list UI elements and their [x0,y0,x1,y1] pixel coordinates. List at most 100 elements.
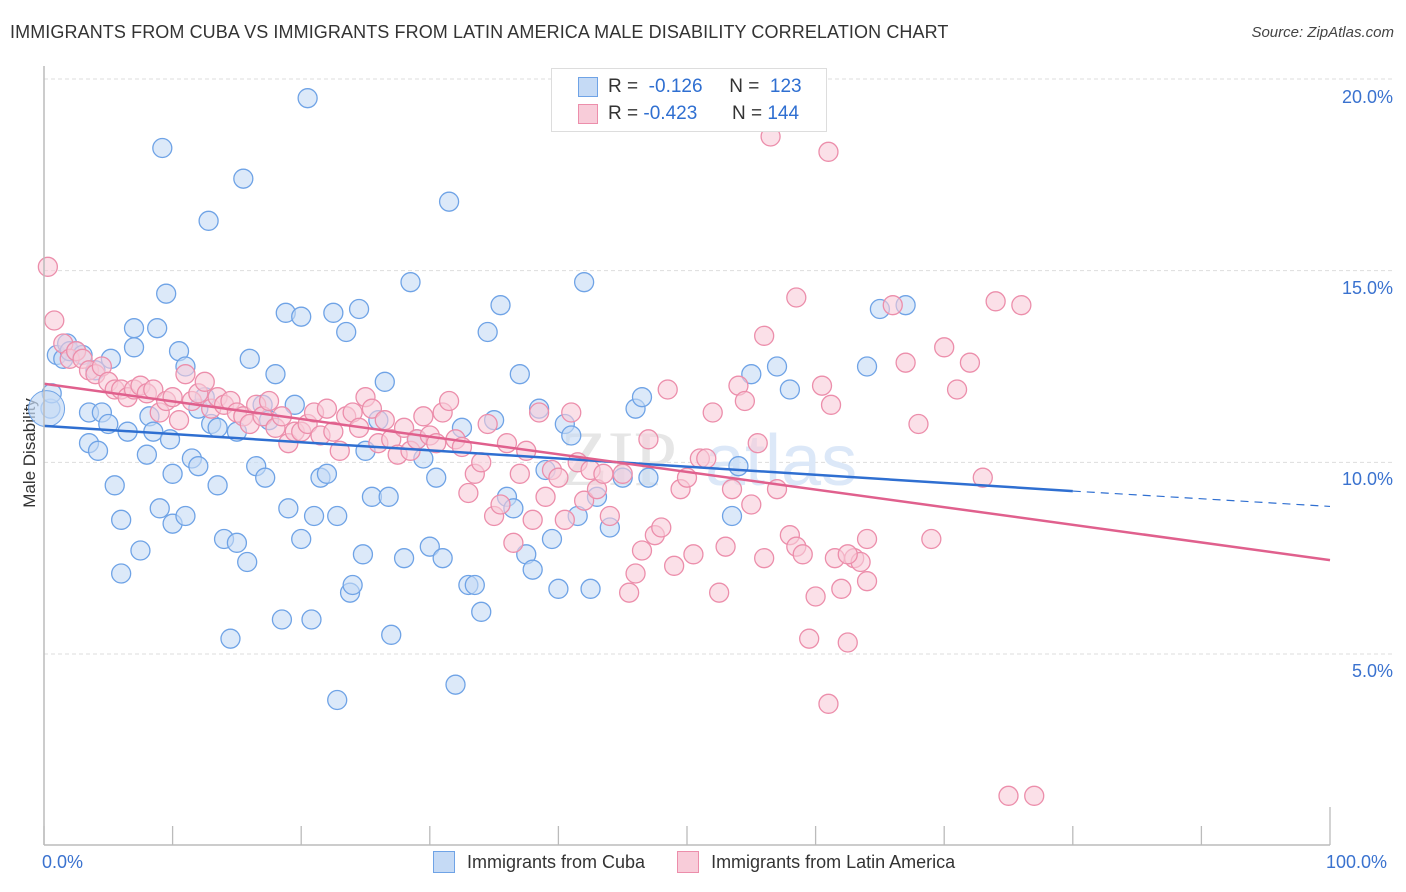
point-cuba [638,467,659,488]
point-cuba [297,88,318,109]
point-cuba [147,318,168,339]
point-latin-america [1011,295,1032,316]
point-cuba [728,456,749,477]
point-cuba [522,559,543,580]
point-latin-america [856,528,878,550]
point-cuba [237,551,258,573]
point-cuba [136,444,158,465]
point-cuba [400,272,421,293]
point-latin-america [959,352,981,373]
legend-item-latin-america[interactable]: Immigrants from Latin America [677,851,955,873]
r-label: R = [608,103,639,124]
point-latin-america [709,582,730,603]
r-value-latin-america: -0.423 [643,103,698,124]
y-tick-label-20: 20.0% [1341,87,1393,107]
axes [43,66,1331,846]
point-latin-america [831,578,852,599]
point-cuba [316,463,338,484]
point-cuba [239,348,260,369]
point-cuba [111,509,132,530]
point-cuba [111,563,132,584]
point-latin-america [625,563,646,584]
point-latin-america [1024,785,1045,806]
point-latin-america [786,287,807,308]
point-latin-america [921,528,942,550]
series-legend: Immigrants from Cuba Immigrants from Lat… [433,851,987,873]
point-cuba [327,689,348,711]
point-cuba [303,505,325,527]
point-cuba [130,540,151,561]
point-latin-america [374,410,395,431]
point-latin-america [882,295,903,316]
legend-row-latin-america: R = -0.423 N = 144 [578,101,799,127]
point-latin-america [741,494,762,515]
point-cuba [490,295,511,316]
stats-legend: R = -0.126 N = 123 R = -0.423 N = 144 [551,68,827,132]
trend-line-latin-america [43,382,1331,562]
point-latin-america [856,571,878,592]
point-cuba [779,379,801,400]
legend-label-latin-america: Immigrants from Latin America [711,851,956,872]
point-latin-america [998,785,1019,806]
point-cuba [445,674,466,695]
point-cuba [393,548,415,569]
point-latin-america [638,429,659,450]
point-cuba [342,574,363,596]
point-latin-america [820,394,842,415]
trend-lines [43,382,1331,562]
point-latin-america [818,693,839,714]
point-cuba [284,394,305,415]
legend-row-cuba: R = -0.126 N = 123 [578,74,802,100]
point-cuba [541,528,563,550]
point-latin-america [522,509,543,530]
point-cuba [374,371,395,392]
point-latin-america [471,452,492,473]
point-cuba [580,578,601,599]
point-latin-america [683,544,704,565]
point-latin-america [715,536,736,557]
point-latin-america [837,544,858,565]
point-cuba [198,210,219,231]
point-cuba [573,272,595,293]
point-latin-america [438,390,460,412]
point-cuba [123,318,145,339]
point-latin-america [44,310,65,331]
legend-label-cuba: Immigrants from Cuba [467,851,646,872]
point-latin-america [754,548,775,569]
point-latin-america [477,413,498,435]
legend-swatch-latin-america [578,104,598,124]
point-cuba [464,574,485,596]
legend-item-cuba[interactable]: Immigrants from Cuba [433,851,645,873]
x-tick-label-min: 0.0% [42,852,84,872]
point-cuba [509,364,530,385]
r-label: R = [608,76,639,97]
point-cuba [265,364,286,385]
point-cuba [721,505,743,527]
point-cuba [327,505,348,527]
point-cuba [432,548,453,569]
point-latin-america [985,291,1006,312]
point-latin-america [696,448,717,469]
grid-lines [44,78,1392,655]
chart-title: IMMIGRANTS FROM CUBA VS IMMIGRANTS FROM … [10,22,949,42]
point-latin-america [818,141,839,162]
point-cuba [278,498,299,519]
point-latin-america [535,486,556,507]
n-value-cuba: 123 [769,76,802,97]
point-cuba [255,467,276,488]
point-cuba [152,137,173,159]
point-cuba [741,364,762,385]
point-latin-america [258,390,280,412]
y-tick-label-5: 5.0% [1351,661,1393,681]
point-cuba [477,321,498,343]
point-cuba [631,387,653,408]
point-latin-america [528,402,550,423]
points-layer [28,88,1045,806]
point-latin-america [361,398,383,419]
point-latin-america [805,586,826,607]
point-latin-america [618,582,640,603]
point-cuba [87,440,109,461]
point-latin-america [792,544,813,565]
point-cuba [352,544,374,565]
